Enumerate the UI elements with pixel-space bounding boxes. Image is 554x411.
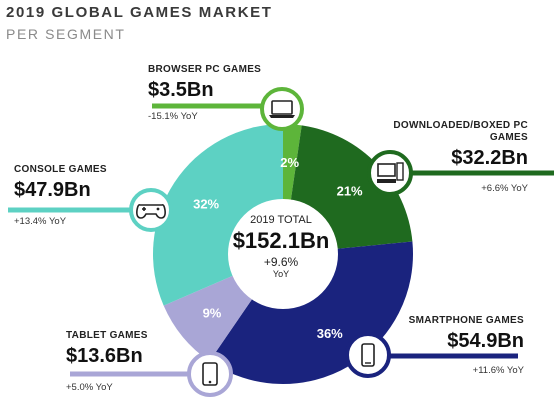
segment-name: DOWNLOADED/BOXED PC GAMES — [393, 120, 528, 143]
gamepad-icon — [129, 188, 173, 232]
tablet-icon — [187, 351, 233, 397]
total-label: 2019 TOTAL — [250, 214, 312, 226]
segment-yoy: +5.0% YoY — [66, 382, 113, 393]
segment-value: $54.9Bn — [447, 330, 524, 352]
slice-percent-label-0: 2% — [280, 155, 299, 170]
total-growth-unit: YoY — [272, 269, 290, 279]
slice-percent-label-3: 9% — [203, 305, 222, 320]
segment-value: $32.2Bn — [451, 147, 528, 169]
segment-yoy: +6.6% YoY — [481, 183, 528, 194]
segment-value: $3.5Bn — [148, 79, 214, 101]
center-hole — [228, 199, 338, 309]
slice-percent-label-1: 21% — [337, 184, 363, 199]
segment-name: CONSOLE GAMES — [14, 164, 107, 175]
segment-value: $13.6Bn — [66, 345, 143, 367]
segment-yoy: +13.4% YoY — [14, 216, 67, 227]
downloaded-pc-games-info: DOWNLOADED/BOXED PC GAMES $32.2Bn +6.6% … — [388, 120, 528, 194]
segment-name: BROWSER PC GAMES — [148, 64, 262, 75]
browser-pc-games-info: BROWSER PC GAMES $3.5Bn -15.1% YoY — [148, 64, 261, 122]
laptop-icon — [260, 87, 304, 131]
segment-name: TABLET GAMES — [66, 330, 148, 341]
total-value: $152.1Bn — [232, 228, 330, 253]
segment-name: SMARTPHONE GAMES — [408, 315, 524, 326]
total-summary: 2019 TOTAL $152.1Bn +9.6% YoY — [226, 214, 336, 279]
smartphone-icon — [345, 332, 391, 378]
slice-percent-label-4: 32% — [193, 196, 219, 211]
segment-yoy: +11.6% YoY — [472, 365, 524, 376]
segment-value: $47.9Bn — [14, 179, 91, 201]
smartphone-games-info: SMARTPHONE GAMES $54.9Bn +11.6% YoY — [374, 315, 524, 376]
chart-title: 2019 GLOBAL GAMES MARKET — [6, 4, 273, 21]
slice-percent-label-2: 36% — [317, 326, 343, 341]
console-games-info: CONSOLE GAMES $47.9Bn +13.4% YoY — [14, 164, 107, 227]
segment-yoy: -15.1% YoY — [148, 111, 198, 122]
total-growth: +9.6% — [263, 255, 299, 269]
desktop-pc-icon — [367, 150, 413, 196]
tablet-games-info: TABLET GAMES $13.6Bn +5.0% YoY — [66, 330, 148, 393]
chart-subtitle: PER SEGMENT — [6, 26, 126, 42]
